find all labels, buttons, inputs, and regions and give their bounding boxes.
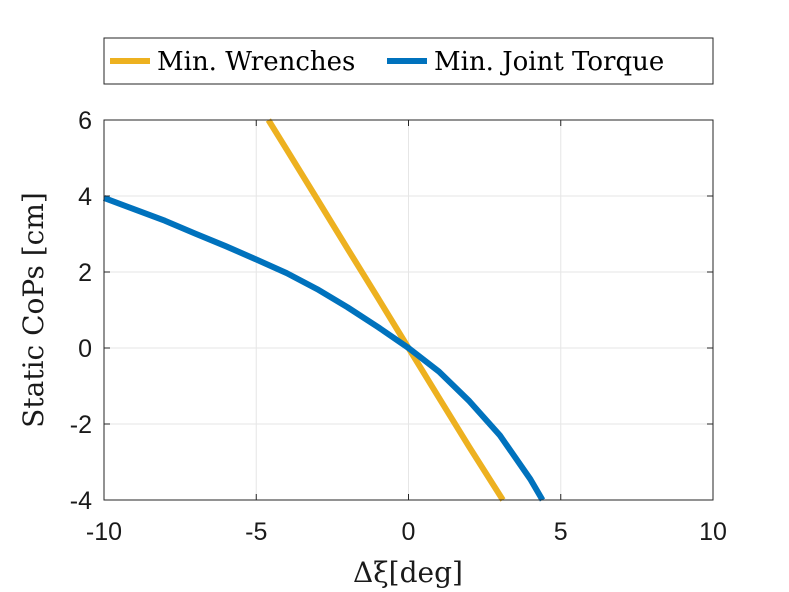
ticks: -10 -5 0 5 10 -4 -2 0 2 4 6 xyxy=(70,107,727,546)
x-axis-label: Δξ[deg] xyxy=(353,556,463,589)
x-tick-label: -10 xyxy=(86,518,122,546)
x-tick-label: -5 xyxy=(245,518,267,546)
series-line-2 xyxy=(102,195,546,502)
y-tick-label: 4 xyxy=(78,183,92,211)
y-tick-label: -2 xyxy=(70,411,92,439)
legend-box xyxy=(103,37,714,85)
y-tick-label: 6 xyxy=(78,107,92,135)
grid xyxy=(103,119,714,501)
series-layer xyxy=(102,118,546,502)
series-line-1 xyxy=(265,118,506,502)
y-axis-label: Static CoPs [cm] xyxy=(17,192,50,428)
x-tick-label: 0 xyxy=(402,518,416,546)
x-tick-label: 10 xyxy=(699,518,727,546)
y-tick-label: -4 xyxy=(70,487,92,515)
legend: Min. Wrenches Min. Joint Torque xyxy=(103,37,714,85)
legend-label-1: Min. Wrenches xyxy=(157,47,355,77)
x-tick-label: 5 xyxy=(554,518,568,546)
y-tick-label: 2 xyxy=(78,259,92,287)
y-tick-label: 0 xyxy=(78,335,92,363)
legend-label-2: Min. Joint Torque xyxy=(434,47,664,77)
